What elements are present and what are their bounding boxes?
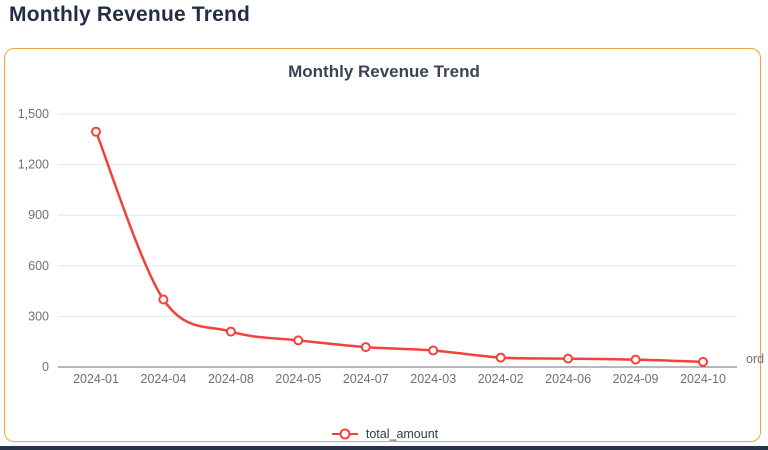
chart-title: Monthly Revenue Trend	[288, 62, 480, 81]
legend: total_amount	[0, 425, 768, 443]
data-point-marker[interactable]	[428, 345, 439, 356]
x-tick-label: 2024-05	[275, 372, 321, 386]
x-tick-label: 2024-09	[613, 372, 659, 386]
data-point-marker[interactable]	[360, 342, 371, 353]
data-point-marker[interactable]	[91, 126, 101, 137]
data-point-marker[interactable]	[563, 353, 574, 364]
data-point-marker[interactable]	[293, 335, 304, 346]
x-tick-label: 2024-06	[545, 372, 591, 386]
data-point-marker[interactable]	[630, 354, 641, 365]
y-tick-label: 0	[42, 360, 49, 374]
series-line	[94, 130, 705, 364]
y-tick-label: 1,500	[18, 107, 49, 121]
x-tick-label: 2024-02	[478, 372, 524, 386]
y-tick-label: 900	[28, 208, 49, 222]
y-tick-label: 1,200	[18, 158, 49, 172]
x-tick-label: 2024-03	[410, 372, 456, 386]
x-tick-label: 2024-07	[343, 372, 389, 386]
legend-label: total_amount	[365, 427, 439, 441]
data-point-marker[interactable]	[158, 294, 169, 305]
x-axis-name: ord	[746, 352, 764, 366]
data-point-marker[interactable]	[495, 352, 506, 363]
x-tick-label: 2024-01	[73, 372, 119, 386]
legend-line-marker-icon	[331, 428, 358, 440]
x-tick-label: 2024-08	[208, 372, 254, 386]
legend-item-total-amount[interactable]: total_amount	[330, 427, 438, 441]
data-point-marker[interactable]	[698, 356, 708, 367]
y-tick-label: 300	[28, 309, 49, 323]
y-tick-label: 600	[28, 259, 49, 273]
bottom-accent-bar	[0, 446, 768, 450]
x-tick-label: 2024-04	[141, 372, 187, 386]
x-tick-label: 2024-10	[680, 372, 726, 386]
data-point-marker[interactable]	[225, 326, 236, 337]
page-title: Monthly Revenue Trend	[9, 3, 251, 26]
